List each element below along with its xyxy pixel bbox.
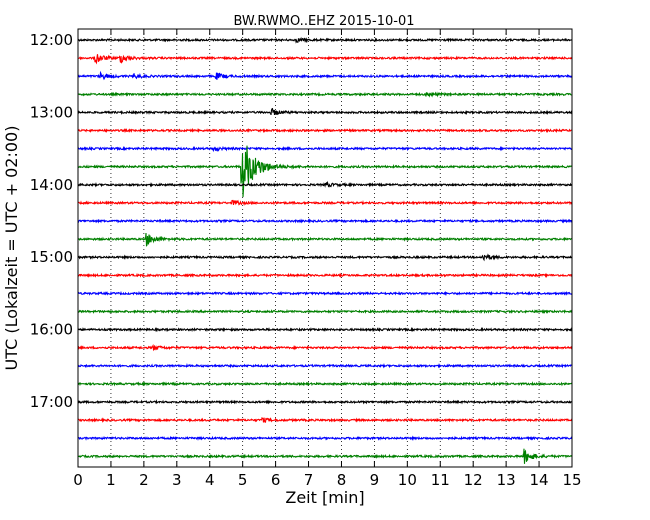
x-axis-label: Zeit [min] [285,488,364,507]
y-tick-label: 17:00 [30,393,73,411]
plot-frame [77,28,573,468]
x-tick-label: 15 [562,471,581,489]
x-tick-label: 14 [530,471,549,489]
x-tick-label: 1 [106,471,116,489]
seismogram-trace [77,218,573,224]
x-tick-label: 11 [431,471,450,489]
y-tick-label: 16:00 [30,321,73,339]
seismogram-trace [77,180,573,188]
seismogram-trace [77,362,573,369]
y-tick-label: 14:00 [30,176,73,194]
x-tick-label: 7 [304,471,314,489]
seismogram-trace [77,308,573,315]
y-tick-label: 15:00 [30,248,73,266]
seismogram-trace [77,199,573,206]
x-tick-label: 4 [205,471,215,489]
chart-title: BW.RWMO..EHZ 2015-10-01 [233,14,414,29]
x-tick-label: 10 [398,471,417,489]
x-tick-label: 0 [73,471,83,489]
seismogram-trace [77,70,573,81]
axis-ticks: 0 1 2 3 4 5 6 7 8 9 10 11 12 13 14 1512:0013:0014:0015:… [30,29,582,489]
seismogram-trace [77,343,573,352]
seismogram-trace [77,416,573,424]
seismogram-trace [77,272,573,279]
seismogram-traces [77,36,573,464]
seismogram-trace [77,145,573,197]
y-axis-label: UTC (Lokalzeit = UTC + 02:00) [2,126,21,371]
y-tick-label: 13:00 [30,103,73,121]
x-tick-label: 9 [370,471,380,489]
x-tick-label: 3 [172,471,182,489]
seismogram-trace [77,448,573,464]
seismogram-trace [77,399,573,405]
seismogram-trace [77,232,573,247]
seismogram-trace [77,326,573,333]
seismogram-trace [77,145,573,153]
seismogram-trace [77,290,573,297]
x-tick-label: 6 [271,471,281,489]
seismogram-trace [77,435,573,442]
seismogram-trace [77,36,573,44]
x-tick-label: 12 [464,471,483,489]
seismogram-trace [77,127,573,134]
y-tick-label: 12:00 [30,31,73,49]
x-tick-label: 5 [238,471,248,489]
x-tick-label: 8 [337,471,347,489]
seismogram-trace [77,381,573,387]
seismogram-trace [77,91,573,98]
x-tick-label: 13 [497,471,516,489]
seismogram-trace [77,253,573,262]
seismogram-trace [77,107,573,116]
x-tick-label: 2 [139,471,149,489]
seismogram-trace [77,54,573,65]
